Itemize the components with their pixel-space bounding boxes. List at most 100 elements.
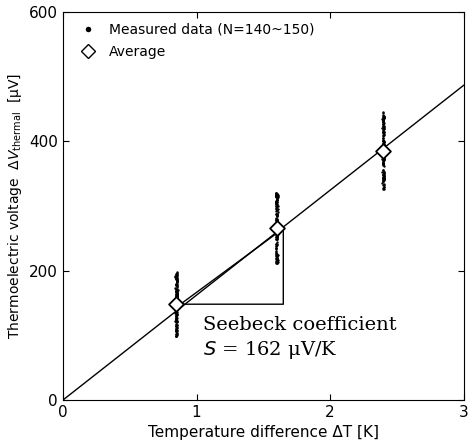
Point (379, 167, 387, 174)
Point (273, 211, 281, 218)
Point (379, 144, 387, 151)
Point (272, 199, 280, 206)
Point (273, 235, 281, 243)
Point (272, 192, 280, 199)
Point (380, 155, 388, 162)
Point (172, 273, 179, 280)
Point (379, 155, 386, 162)
Point (273, 197, 280, 204)
Point (273, 244, 280, 252)
Point (273, 231, 281, 238)
Point (380, 129, 388, 136)
Point (380, 173, 388, 181)
Point (380, 139, 388, 146)
Point (172, 327, 179, 334)
Point (172, 308, 179, 315)
Point (273, 223, 281, 231)
Point (379, 112, 386, 119)
Point (173, 293, 181, 300)
Point (380, 185, 387, 192)
Point (173, 291, 181, 298)
Point (273, 218, 280, 225)
Point (380, 169, 387, 176)
Point (380, 115, 387, 122)
Point (274, 256, 282, 264)
Point (272, 203, 280, 210)
Point (273, 252, 281, 259)
Point (172, 275, 179, 282)
Point (379, 179, 386, 186)
Point (379, 166, 387, 173)
Y-axis label: Thermoelectric voltage  $\Delta V_\mathrm{thermal}$  [μV]: Thermoelectric voltage $\Delta V_\mathrm… (6, 73, 24, 339)
Point (273, 249, 280, 256)
Point (380, 138, 388, 145)
Point (381, 151, 388, 158)
Point (172, 290, 180, 297)
Point (379, 129, 387, 136)
Point (272, 235, 280, 243)
Point (173, 286, 181, 293)
Point (273, 256, 281, 264)
Point (273, 234, 281, 241)
Point (273, 194, 281, 201)
Point (379, 123, 387, 130)
Point (379, 118, 386, 125)
Point (172, 297, 180, 304)
Point (173, 278, 181, 285)
Point (379, 140, 386, 147)
Point (172, 288, 180, 295)
Point (172, 309, 180, 316)
Point (273, 234, 281, 241)
Point (273, 214, 280, 221)
Point (273, 260, 281, 267)
Point (380, 140, 387, 148)
Point (173, 330, 180, 338)
Point (272, 207, 280, 215)
Point (172, 312, 180, 319)
Point (380, 112, 387, 120)
Point (173, 318, 181, 325)
Point (273, 193, 281, 200)
Point (173, 281, 181, 289)
Point (172, 321, 180, 328)
Point (173, 296, 181, 303)
Point (172, 313, 180, 320)
Point (379, 159, 386, 166)
Point (172, 314, 180, 321)
Point (272, 191, 280, 198)
Point (273, 210, 280, 217)
Point (173, 294, 180, 301)
Point (379, 119, 387, 126)
Point (173, 272, 180, 279)
Point (379, 174, 387, 181)
Point (273, 245, 280, 252)
Point (172, 318, 179, 326)
Point (173, 301, 180, 308)
Point (273, 201, 280, 208)
Point (173, 310, 181, 318)
Point (273, 196, 281, 203)
Point (173, 281, 180, 289)
Point (273, 213, 281, 220)
Point (273, 240, 281, 247)
Point (172, 273, 179, 280)
Point (172, 292, 180, 299)
Point (273, 212, 281, 219)
Point (273, 260, 281, 267)
Point (172, 318, 179, 325)
Point (173, 288, 180, 295)
Point (381, 168, 388, 175)
Point (379, 128, 386, 135)
Point (273, 197, 280, 204)
Point (379, 176, 386, 183)
Point (379, 159, 387, 166)
Point (274, 193, 282, 200)
Point (380, 160, 387, 167)
Point (381, 181, 388, 188)
Point (173, 289, 181, 297)
Point (173, 285, 181, 292)
Point (173, 270, 181, 277)
Point (173, 320, 180, 327)
Point (273, 252, 281, 260)
Point (272, 198, 280, 205)
